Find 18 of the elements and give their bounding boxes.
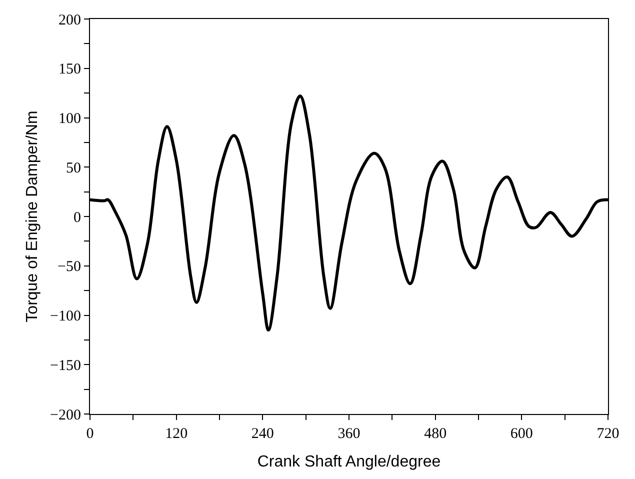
y-tick-label: −150: [50, 358, 81, 374]
y-tick-label: −50: [58, 259, 81, 276]
x-tick-label: 240: [251, 426, 274, 442]
x-tick-label: 720: [596, 426, 620, 442]
y-axis-title: Torque of Engine Damper/Nm: [24, 110, 41, 322]
x-tick-label: 480: [424, 426, 447, 442]
x-tick-label: 120: [165, 426, 188, 442]
y-tick-label: −100: [50, 308, 81, 324]
y-tick-label: 100: [58, 111, 81, 127]
y-tick-label: 200: [58, 12, 81, 28]
y-tick-label: 50: [66, 160, 81, 176]
x-tick-label: 600: [510, 426, 533, 442]
x-tick-label: 360: [338, 426, 360, 442]
x-axis-title: Crank Shaft Angle/degree: [257, 454, 441, 471]
y-tick-label: −200: [50, 407, 81, 424]
y-tick-label: 150: [58, 62, 81, 78]
x-tick-label: 0: [86, 426, 94, 442]
y-tick-label: 0: [74, 210, 81, 226]
